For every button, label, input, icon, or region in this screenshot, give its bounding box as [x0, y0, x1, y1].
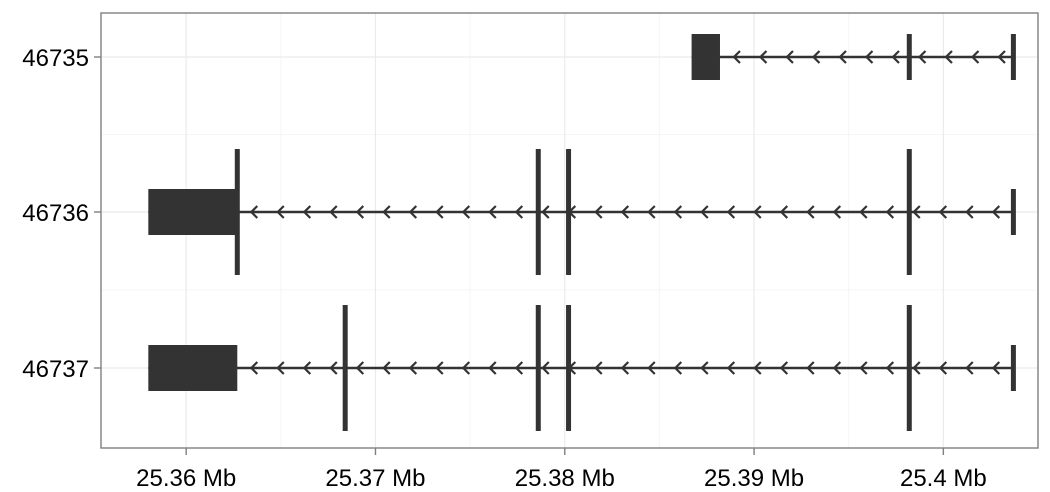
strand-arrow — [753, 205, 762, 219]
strand-arrow — [276, 205, 285, 219]
strand-arrow — [329, 205, 338, 219]
strand-arrow — [779, 205, 789, 219]
exon-mark — [566, 305, 572, 431]
strand-arrow — [594, 361, 603, 375]
strand-arrow — [302, 205, 312, 219]
y-tick-label: 46737 — [22, 356, 89, 383]
strand-arrow — [355, 205, 365, 219]
axis-layer: 25.36 Mb 25.37 Mb 25.38 Mb 25.39 Mb 25.4 Mb 4… — [22, 45, 986, 492]
transcript-layer — [148, 34, 1016, 431]
strand-arrow — [620, 361, 630, 375]
x-tick-label: 25.39 Mb — [704, 465, 804, 492]
strand-arrow — [811, 50, 821, 64]
exon-mark — [906, 149, 912, 275]
strand-arrow — [726, 205, 736, 219]
strand-arrow — [408, 361, 418, 375]
exon-mark — [234, 149, 240, 275]
strand-arrow — [276, 361, 285, 375]
strand-arrow — [249, 361, 259, 375]
x-tick-label: 25.37 Mb — [325, 465, 425, 492]
strand-arrow — [859, 361, 868, 375]
strand-arrow — [541, 361, 550, 375]
exon-mark — [1010, 345, 1016, 391]
x-tick-label: 25.4 Mb — [900, 465, 987, 492]
strand-arrow — [435, 205, 444, 219]
strand-arrow — [885, 205, 895, 219]
strand-arrow — [488, 205, 497, 219]
strand-arrow — [859, 205, 868, 219]
strand-arrow — [838, 50, 847, 64]
utr-block — [691, 34, 720, 80]
exon-mark — [535, 149, 541, 275]
strand-arrow — [965, 205, 974, 219]
strand-arrow — [732, 50, 741, 64]
strand-arrow — [970, 50, 980, 64]
exon-mark — [535, 305, 541, 431]
strand-arrow — [832, 205, 842, 219]
strand-arrow — [249, 205, 259, 219]
strand-arrow — [753, 361, 762, 375]
strand-arrow — [673, 361, 683, 375]
strand-arrow — [620, 205, 630, 219]
y-tick-label: 46736 — [22, 200, 89, 227]
strand-arrow — [514, 205, 524, 219]
strand-arrow — [806, 205, 815, 219]
exon-mark — [342, 305, 348, 431]
utr-block — [148, 345, 238, 391]
x-tick-label: 25.38 Mb — [515, 465, 615, 492]
strand-arrow — [885, 361, 895, 375]
strand-arrow — [461, 205, 471, 219]
strand-arrow — [991, 361, 1001, 375]
transcript-46736 — [148, 149, 1016, 275]
strand-arrow — [726, 361, 736, 375]
strand-arrow — [938, 205, 948, 219]
strand-arrow — [779, 361, 789, 375]
strand-arrow — [594, 205, 603, 219]
strand-arrow — [997, 50, 1006, 64]
exon-mark — [906, 34, 912, 80]
strand-arrow — [806, 361, 815, 375]
strand-arrow — [461, 361, 471, 375]
strand-arrow — [329, 361, 338, 375]
strand-arrow — [302, 361, 312, 375]
exon-mark — [1010, 189, 1016, 235]
utr-block — [148, 189, 238, 235]
strand-arrow — [488, 361, 497, 375]
strand-arrow — [382, 361, 391, 375]
exon-mark — [1010, 34, 1016, 80]
strand-arrow — [647, 205, 656, 219]
strand-arrow — [912, 205, 921, 219]
strand-arrow — [891, 50, 900, 64]
strand-arrow — [541, 205, 550, 219]
strand-arrow — [758, 50, 768, 64]
strand-arrow — [673, 205, 683, 219]
strand-arrow — [912, 361, 921, 375]
strand-arrow — [382, 205, 391, 219]
strand-arrow — [355, 361, 365, 375]
transcript-46737 — [148, 305, 1016, 431]
strand-arrow — [944, 50, 953, 64]
strand-arrow — [700, 361, 709, 375]
strand-arrow — [435, 361, 444, 375]
x-tick-label: 25.36 Mb — [136, 465, 236, 492]
strand-arrow — [965, 361, 974, 375]
strand-arrow — [991, 205, 1001, 219]
y-tick-label: 46735 — [22, 45, 89, 72]
strand-arrow — [864, 50, 874, 64]
transcript-46735 — [691, 34, 1016, 80]
strand-arrow — [938, 361, 948, 375]
strand-arrow — [647, 361, 656, 375]
strand-arrow — [785, 50, 794, 64]
strand-arrow — [917, 50, 927, 64]
strand-arrow — [700, 205, 709, 219]
strand-arrow — [832, 361, 842, 375]
exon-mark — [566, 149, 572, 275]
panel-border — [100, 12, 1039, 449]
exon-mark — [906, 305, 912, 431]
strand-arrow — [408, 205, 418, 219]
strand-arrow — [514, 361, 524, 375]
